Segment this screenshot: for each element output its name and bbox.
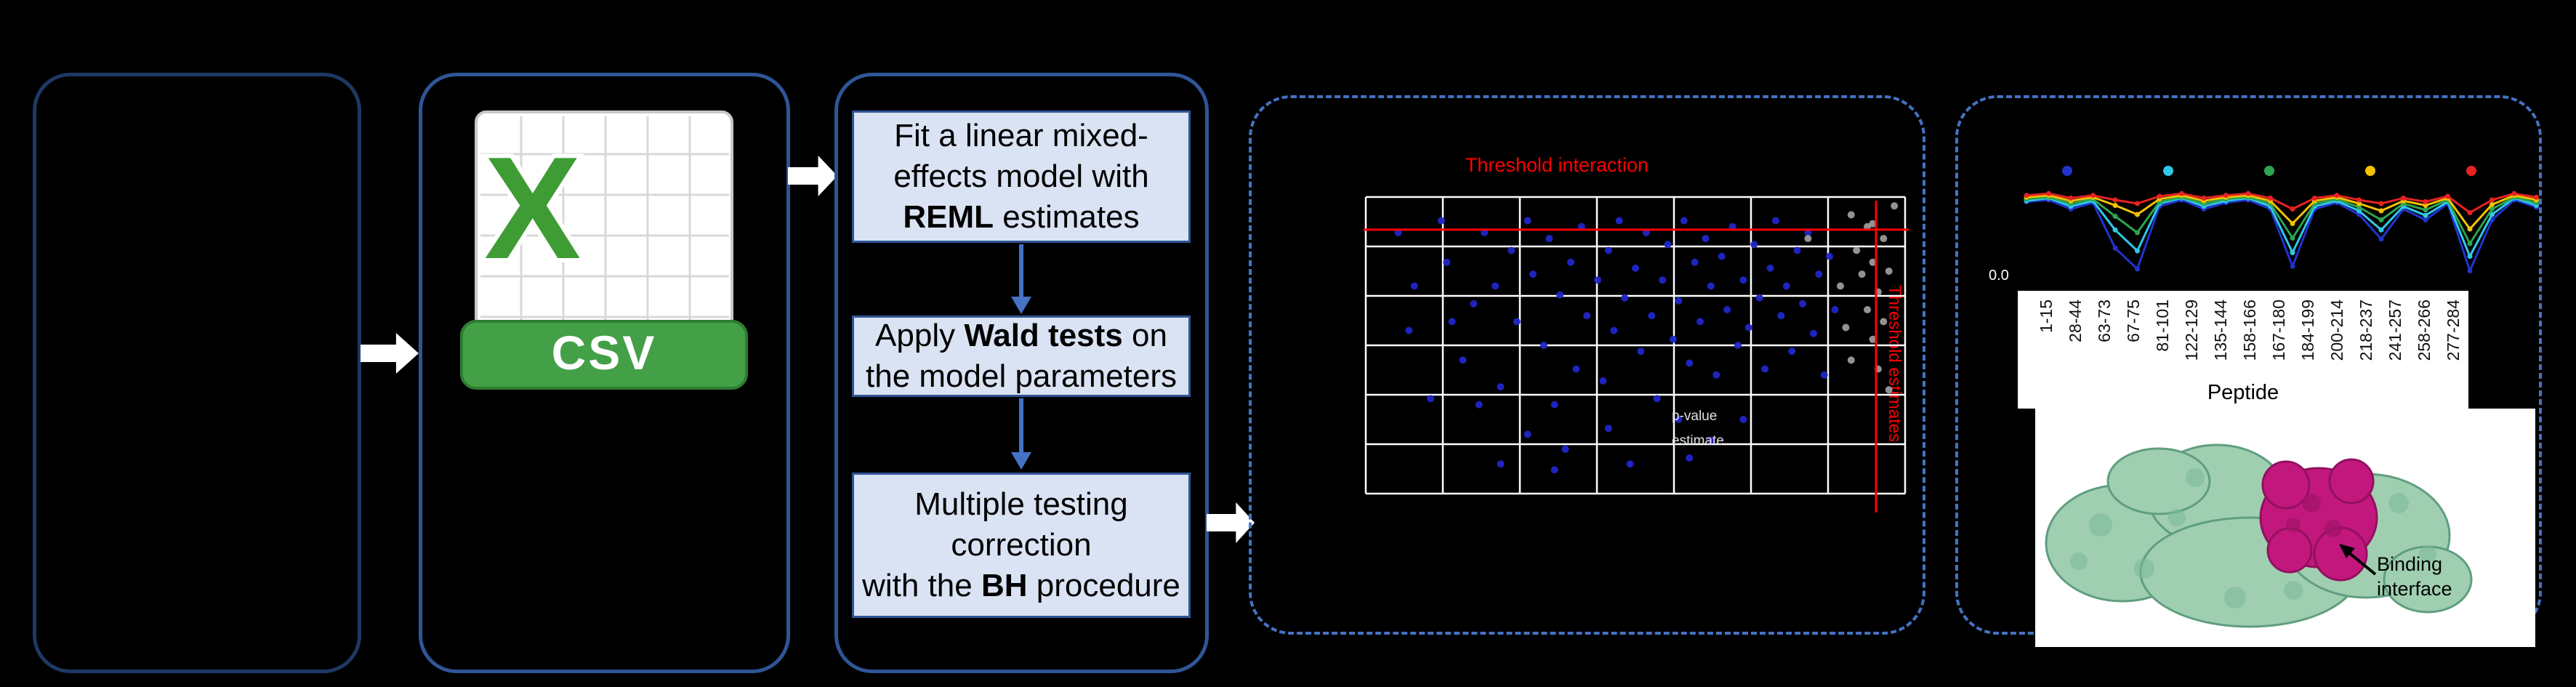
down-arrow-icon	[1011, 398, 1031, 470]
peptide-tick-label: 81-101	[2153, 300, 2172, 352]
scatter-inner-label: p-value	[1672, 409, 1718, 424]
threshold-interaction-label: Threshold interaction	[1465, 154, 1649, 176]
scatter-plot	[1364, 196, 1909, 513]
process-step-label: Multiple testing correction with the BH …	[862, 486, 1180, 604]
peptide-tick-label: 277-284	[2444, 300, 2463, 361]
right-arrow-icon	[361, 333, 419, 374]
binding-interface-annotation: Binding interface	[2377, 553, 2452, 600]
peptide-axis-title: Peptide	[2207, 381, 2279, 404]
protein-structure	[2045, 443, 2473, 628]
right-arrow-icon	[788, 156, 837, 196]
peptide-tick-label: 122-129	[2182, 300, 2201, 361]
right-arrow-icon	[1207, 502, 1255, 543]
csv-file-icon: X CSV	[460, 111, 748, 390]
peptide-tick-label: 258-266	[2415, 300, 2434, 361]
annotation-arrow-icon	[2339, 544, 2377, 576]
threshold-estimates-label: Threshold estimates	[1885, 285, 1904, 443]
peptide-tick-label: 200-214	[2327, 300, 2346, 361]
peptide-tick-label: 158-166	[2240, 300, 2259, 361]
peptide-tick-label: 63-73	[2095, 300, 2114, 342]
input-box	[33, 73, 361, 673]
excel-x-glyph: X	[484, 127, 581, 289]
process-step-label: Fit a linear mixed- effects model with R…	[893, 117, 1149, 236]
peptide-tick-label: 184-199	[2298, 300, 2317, 361]
results-scatter-box	[1249, 95, 1925, 635]
peptide-tick-label: 167-180	[2269, 300, 2288, 361]
csv-banner-label: CSV	[552, 326, 657, 379]
y-axis-tick-label: 0.0	[1989, 268, 2009, 284]
process-step-bh: Multiple testing correction with the BH …	[852, 473, 1191, 618]
peptide-tick-label: 28-44	[2066, 300, 2085, 342]
process-step-label: Apply Wald tests on the model parameters	[866, 317, 1177, 394]
uptake-line-chart	[2024, 166, 2539, 273]
scatter-inner-label: estimate	[1672, 433, 1724, 449]
down-arrow-icon	[1011, 244, 1031, 314]
peptide-tick-label: 1-15	[2037, 300, 2056, 334]
protein-panel: Binding interface	[2035, 409, 2535, 647]
peptide-tick-label: 135-144	[2211, 300, 2230, 361]
peptide-tick-label: 241-257	[2386, 300, 2404, 361]
process-step-wald: Apply Wald tests on the model parameters	[852, 316, 1191, 397]
binding-interface-region	[2259, 458, 2378, 582]
peptide-tick-label: 67-75	[2124, 300, 2143, 342]
process-step-reml: Fit a linear mixed- effects model with R…	[852, 111, 1191, 243]
peptide-axis-panel: 1-15 28-44 63-73 67-75 81-101 122-129 135-144 1…	[2018, 291, 2468, 409]
peptide-tick-label: 218-237	[2356, 300, 2375, 361]
